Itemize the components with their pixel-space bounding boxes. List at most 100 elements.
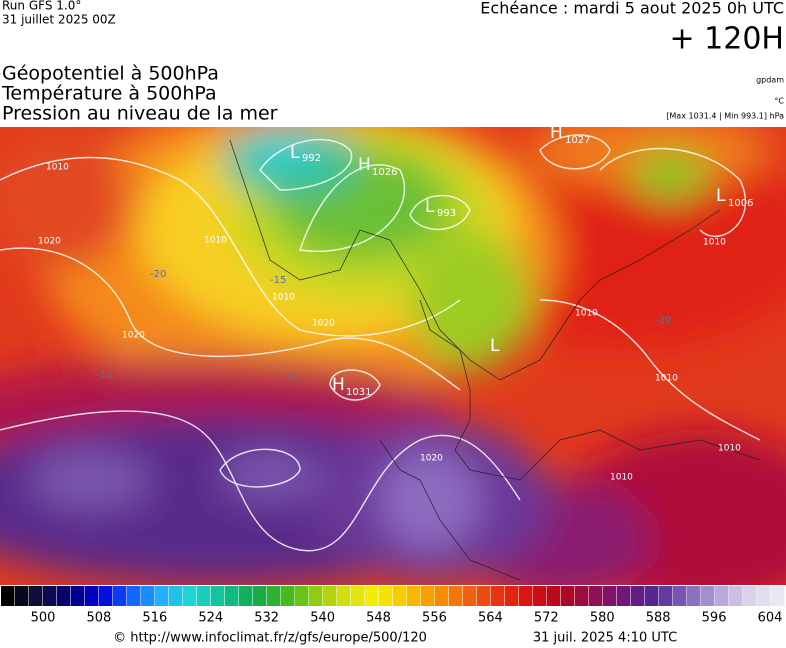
colorbar-label: 564 (478, 611, 503, 626)
temperature-label: -10 (96, 370, 112, 381)
color-swatch (71, 586, 85, 606)
color-swatch (141, 586, 155, 606)
pressure-centers: L 992 H 1026 L 993 H 1027 L 1006 H 1031 … (290, 123, 753, 398)
center-letter: L (425, 197, 435, 217)
temperature-label: -20 (150, 269, 166, 280)
center-letter: L (490, 336, 500, 356)
color-swatch (169, 586, 183, 606)
colorbar-label: 532 (254, 611, 279, 626)
center-letter: H (332, 375, 345, 395)
center-value: 1006 (728, 198, 753, 209)
unit: °C (774, 97, 784, 106)
color-swatch (491, 586, 505, 606)
temperature-label: -15 (270, 275, 286, 286)
isobar-label: 1010 (718, 444, 741, 454)
color-swatch (197, 586, 211, 606)
center-letter: H (550, 123, 563, 143)
color-swatch (267, 586, 281, 606)
colorbar-label: 508 (87, 611, 112, 626)
color-swatch (113, 586, 127, 606)
center-value: 1026 (372, 167, 397, 178)
colorbar-label: 516 (142, 611, 167, 626)
color-swatch (421, 586, 435, 606)
color-swatch (281, 586, 295, 606)
isobar-label: 1010 (655, 374, 678, 384)
colorbar-label: 572 (534, 611, 559, 626)
color-swatch (715, 586, 729, 606)
color-swatch (449, 586, 463, 606)
colorbar-label: 604 (758, 611, 783, 626)
color-swatch (155, 586, 169, 606)
run: Run GFS 1.0° (2, 0, 81, 13)
color-swatch (57, 586, 71, 606)
color-swatch (43, 586, 57, 606)
color-swatch (603, 586, 617, 606)
color-swatch (771, 586, 785, 606)
colorbar-label: 500 (31, 611, 56, 626)
colorbar-label: 596 (702, 611, 727, 626)
center-letter: L (290, 143, 300, 163)
color-swatch (561, 586, 575, 606)
title: Température à 500hPa (1, 83, 217, 105)
color-swatch (407, 586, 421, 606)
color-swatch (211, 586, 225, 606)
color-swatch (295, 586, 309, 606)
isobar-label: 1020 (38, 237, 61, 247)
unit: gpdam (756, 76, 784, 85)
isobar-labels: 1010 1020 1010 1020 1010 1020 1010 1010 … (38, 163, 741, 483)
center-value: 992 (302, 153, 321, 164)
color-swatch (127, 586, 141, 606)
color-swatch (659, 586, 673, 606)
center-value: 1031 (346, 387, 371, 398)
color-swatch (99, 586, 113, 606)
color-swatch (393, 586, 407, 606)
run-date: 31 juillet 2025 00Z (2, 13, 116, 27)
color-swatch (743, 586, 757, 606)
color-swatch (533, 586, 547, 606)
isobar-label: 1020 (420, 454, 443, 464)
color-swatch (575, 586, 589, 606)
center-value: 1027 (565, 135, 590, 146)
colorbar-labels: 500 508 516 524 532 540 548 556 564 572 580 588 596 6… (31, 611, 783, 626)
color-swatch (435, 586, 449, 606)
generated: 31 juil. 2025 4:10 UTC (533, 631, 677, 646)
temperature-labels: -20 -10 -10 -20 -15 (96, 269, 671, 383)
color-swatch (589, 586, 603, 606)
temperature-label: -10 (282, 372, 298, 383)
source: © http://www.infoclimat.fr/z/gfs/europe/… (113, 631, 427, 646)
color-swatch (687, 586, 701, 606)
color-swatch (757, 586, 771, 606)
color-swatch (617, 586, 631, 606)
valid-time: Echéance : mardi 5 aout 2025 0h UTC (480, 0, 784, 18)
title: Pression au niveau de la mer (2, 103, 278, 125)
isobar-label: 1010 (272, 293, 295, 303)
color-swatch (183, 586, 197, 606)
color-swatch (379, 586, 393, 606)
color-swatch (323, 586, 337, 606)
isobar-label: 1010 (204, 236, 227, 246)
center-letter: H (358, 155, 371, 175)
color-swatch (85, 586, 99, 606)
colorbar-label: 548 (366, 611, 391, 626)
color-swatch (239, 586, 253, 606)
color-swatch (505, 586, 519, 606)
color-swatch (309, 586, 323, 606)
center-letter: L (716, 186, 726, 206)
color-swatch (1, 586, 15, 606)
colorbar (1, 586, 785, 606)
color-swatch (463, 586, 477, 606)
color-swatch (253, 586, 267, 606)
colorbar-label: 524 (198, 611, 223, 626)
color-swatch (365, 586, 379, 606)
isobar-label: 1020 (122, 331, 145, 341)
color-swatch (477, 586, 491, 606)
map (0, 127, 786, 585)
isobar-label: 1010 (610, 473, 633, 483)
color-swatch (645, 586, 659, 606)
colorbar-label: 540 (310, 611, 335, 626)
isobar-label: 1010 (703, 238, 726, 248)
color-swatch (337, 586, 351, 606)
colorbar-label: 556 (422, 611, 447, 626)
isobar-label: 1010 (46, 163, 69, 173)
